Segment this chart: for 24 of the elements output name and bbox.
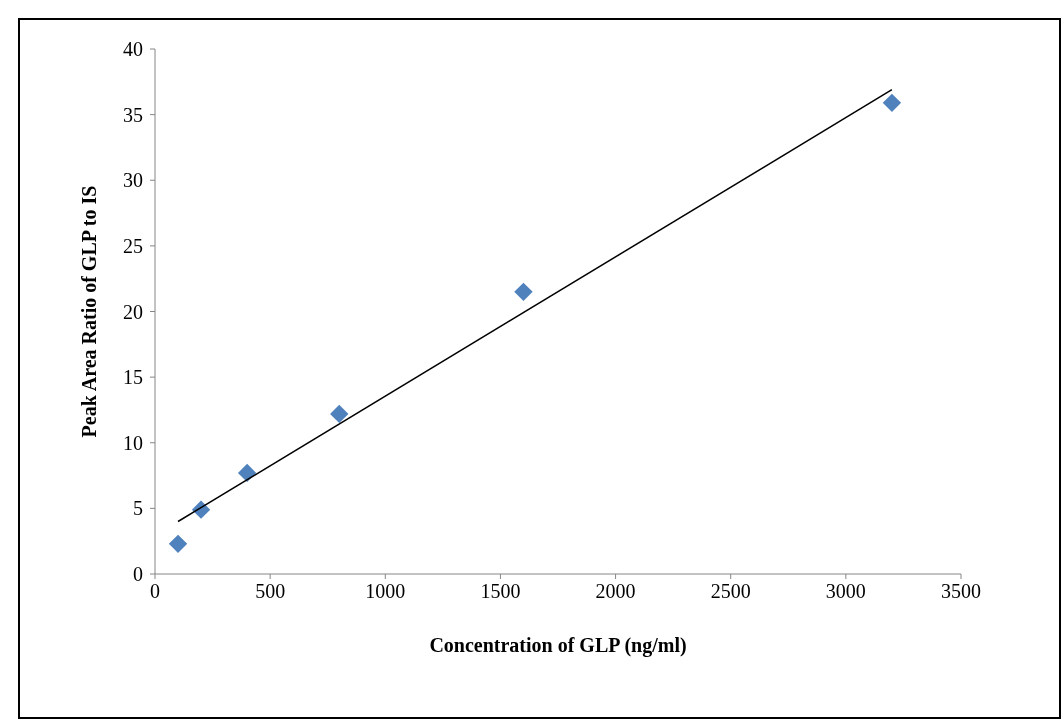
point [237,463,257,483]
x-tick-label: 2500 [710,580,751,602]
x-tick-label: 2000 [595,580,636,602]
y-tick-label: 40 [123,38,143,60]
y-tick-label: 5 [133,497,143,520]
point [168,534,188,553]
y-tick-label: 15 [123,366,143,389]
x-tick-label: 1500 [480,580,521,602]
y-tick-label: 35 [123,103,143,126]
y-tick-label: 20 [123,300,143,323]
y-tick-label: 0 [133,563,143,585]
x-tick-label: 3500 [941,580,981,602]
x-tick-label: 3000 [825,580,866,602]
x-axis-title: Concentration of GLP (ng/ml) [429,634,687,657]
y-tick-label: 30 [123,169,143,192]
x-tick-label: 500 [255,580,286,602]
x-tick-label: 1000 [365,580,406,602]
y-axis-title: Peak Area Ratio of GLP to IS [78,185,100,438]
x-tick-label: 0 [150,580,160,602]
y-tick-label: 25 [123,234,143,257]
y-tick-label: 10 [123,431,143,454]
point [514,282,533,301]
point [882,93,902,112]
point [330,404,349,424]
